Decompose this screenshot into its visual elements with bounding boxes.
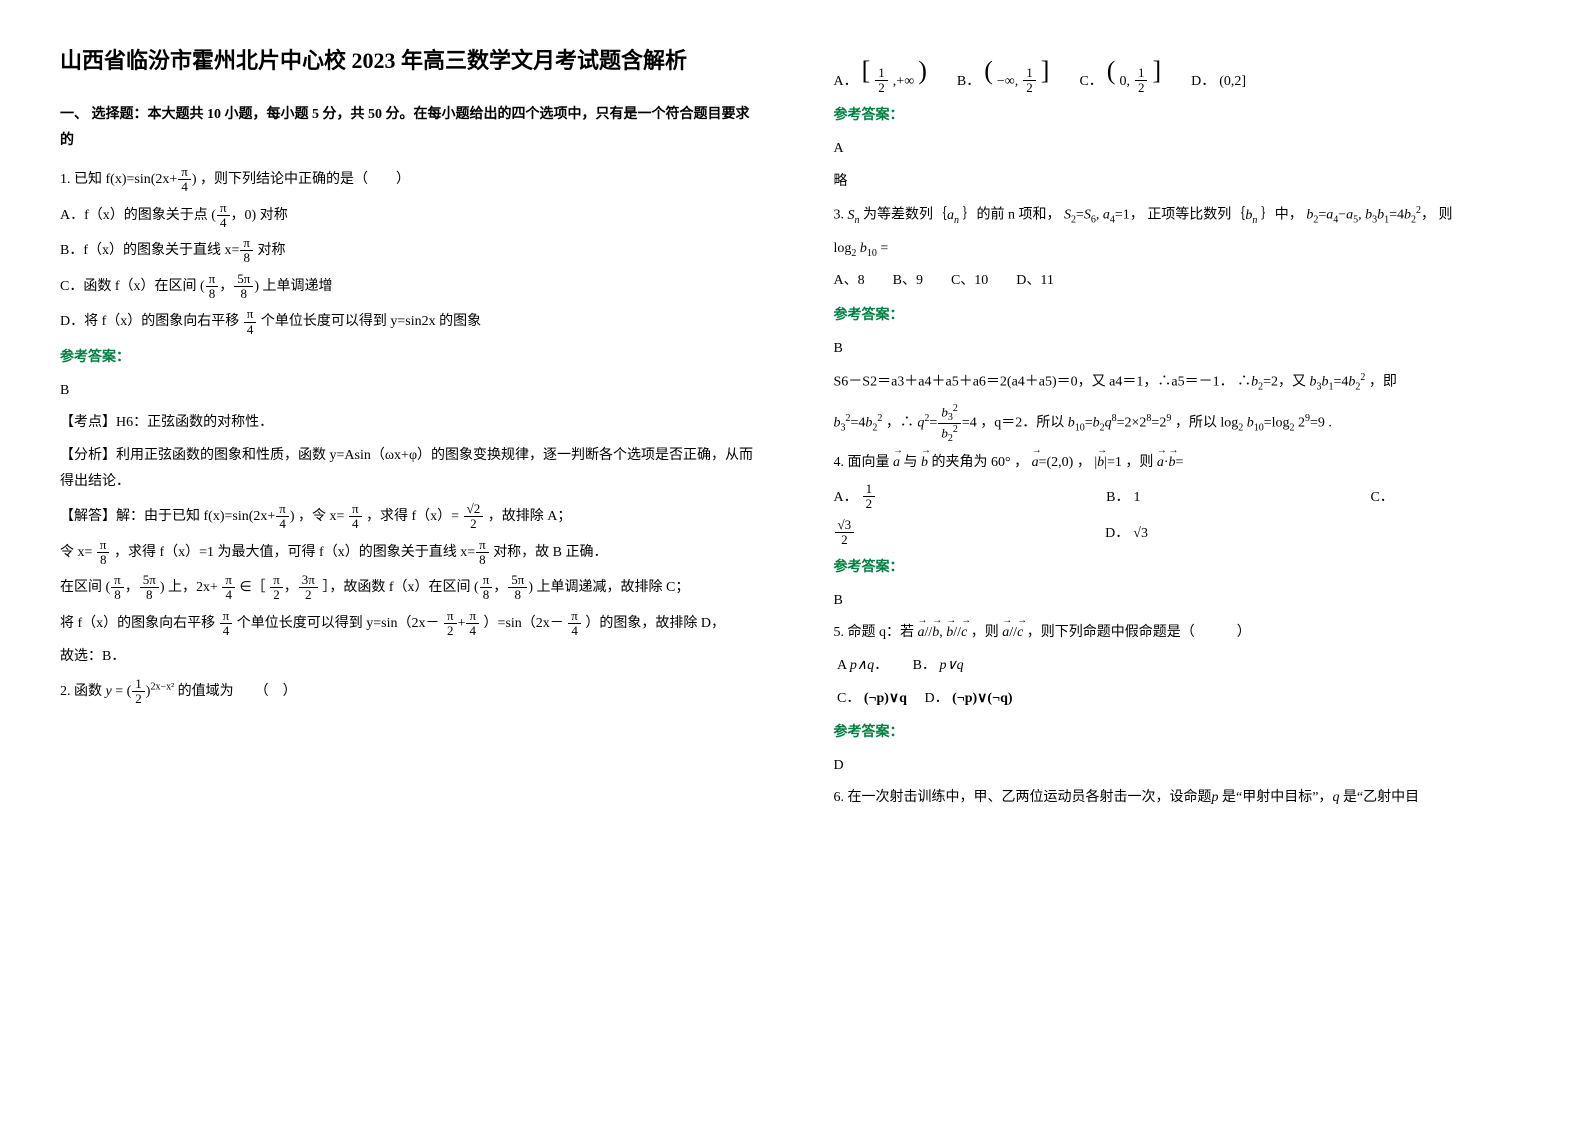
q1-jieda-4: 将 f（x）的图象向右平移 π4 个单位长度可以得到 y=sin（2x－ π2+… (60, 609, 754, 639)
q3-options: A、8 B、9 C、10 D、11 (834, 268, 1528, 295)
q1-optD: D．将 f（x）的图象向右平移 π4 个单位长度可以得到 y=sin2x 的图象 (60, 307, 754, 337)
answer-label-3: 参考答案： (834, 303, 1528, 330)
q3-sol-1: S6－S2＝a3＋a4＋a5＋a6＝2(a4＋a5)＝0，又 a4＝1，∴a5＝… (834, 368, 1528, 396)
q1-optA: A．f（x）的图象关于点 (π4，0) 对称 (60, 201, 754, 231)
answer-label: 参考答案： (60, 345, 754, 372)
q1-kaodian: 【考点】H6：正弦函数的对称性． (60, 410, 754, 437)
q1-jieda-3: 在区间 (π8，5π8) 上，2x+ π4 ∈［ π2，3π2 ］，故函数 f（… (60, 573, 754, 603)
answer-label-4: 参考答案： (834, 555, 1528, 582)
q2-answer: A (834, 136, 1528, 163)
q1-answer: B (60, 378, 754, 405)
q5-stem: 5. 命题 q：若 a//b, b//c ，则 a//c ，则下列命题中假命题是… (834, 620, 1528, 647)
q2-options: A． [12,+∞) B． (−∞,12] C． (0,12] D．(0,2] (834, 46, 1528, 95)
q1-jieda-5: 故选：B． (60, 644, 754, 671)
q2-note: 略 (834, 169, 1528, 196)
q2-stem: 2. 函数 y = (12)2x−x² 的值域为 （ ） (60, 677, 754, 707)
q1-fenxi: 【分析】利用正弦函数的图象和性质，函数 y=Asin（ωx+φ）的图象变换规律，… (60, 443, 754, 496)
q3-log: log2 b10 = (834, 236, 1528, 263)
q3-stem: 3. Sn 为等差数列｛an ｝的前 n 项和， S2=S6, a4=1， 正项… (834, 201, 1528, 229)
q1-stem: 1. 已知 f(x)=sin(2x+π4) ，则下列结论中正确的是（ ） (60, 165, 754, 195)
q1-optC: C．函数 f（x）在区间 (π8，5π8) 上单调递增 (60, 272, 754, 302)
q1-jieda-2: 令 x= π8 ，求得 f（x）=1 为最大值，可得 f（x）的图象关于直线 x… (60, 538, 754, 568)
q4-options: A．12 B．1 C． (834, 482, 1528, 512)
q5-answer: D (834, 753, 1528, 780)
q3-answer: B (834, 336, 1528, 363)
q5-opts-1: A p∧q． B． p∨q (834, 653, 1528, 680)
q3-sol-2: b32=4b22 ，∴ q2=b32b22=4 ，q＝2．所以 b10=b2q8… (834, 403, 1528, 444)
answer-label-5: 参考答案： (834, 720, 1528, 747)
q4-answer: B (834, 588, 1528, 615)
q5-opts-2: C． (¬p)∨q D． (¬p)∨(¬q) (834, 686, 1528, 713)
q4-stem: 4. 面向量 a 与 b 的夹角为 60° ， a=(2,0) ， |b|=1 … (834, 450, 1528, 477)
q6-stem: 6. 在一次射击训练中，甲、乙两位运动员各射击一次，设命题p 是“甲射中目标”，… (834, 785, 1528, 812)
section-header: 一、 选择题：本大题共 10 小题，每小题 5 分，共 50 分。在每小题给出的… (60, 102, 754, 155)
q1-jieda-1: 【解答】解：由于已知 f(x)=sin(2x+π4) ，令 x= π4 ，求得 … (60, 502, 754, 532)
q1-optB: B．f（x）的图象关于直线 x=π8 对称 (60, 236, 754, 266)
answer-label-2: 参考答案： (834, 103, 1528, 130)
page-title: 山西省临汾市霍州北片中心校 2023 年高三数学文月考试题含解析 (60, 40, 754, 82)
